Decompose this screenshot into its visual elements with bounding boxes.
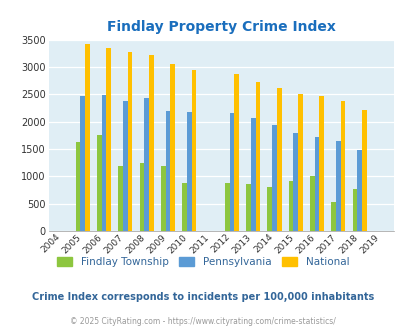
Bar bbox=[161, 166, 165, 231]
Bar bbox=[149, 55, 153, 231]
Bar bbox=[335, 141, 340, 231]
Bar bbox=[271, 125, 276, 231]
Bar bbox=[245, 184, 250, 231]
Text: © 2025 CityRating.com - https://www.cityrating.com/crime-statistics/: © 2025 CityRating.com - https://www.city… bbox=[70, 317, 335, 326]
Bar bbox=[144, 98, 149, 231]
Bar bbox=[76, 142, 80, 231]
Bar bbox=[139, 163, 144, 231]
Bar bbox=[330, 202, 335, 231]
Bar bbox=[267, 187, 271, 231]
Bar bbox=[118, 166, 123, 231]
Bar bbox=[123, 101, 128, 231]
Bar bbox=[165, 111, 170, 231]
Bar bbox=[80, 96, 85, 231]
Legend: Findlay Township, Pennsylvania, National: Findlay Township, Pennsylvania, National bbox=[56, 257, 349, 267]
Bar bbox=[361, 110, 366, 231]
Bar bbox=[352, 189, 356, 231]
Text: Crime Index corresponds to incidents per 100,000 inhabitants: Crime Index corresponds to incidents per… bbox=[32, 292, 373, 302]
Bar bbox=[170, 64, 175, 231]
Bar bbox=[97, 135, 102, 231]
Bar bbox=[297, 94, 302, 231]
Bar bbox=[128, 52, 132, 231]
Title: Findlay Property Crime Index: Findlay Property Crime Index bbox=[107, 20, 335, 34]
Bar bbox=[187, 112, 191, 231]
Bar bbox=[229, 114, 234, 231]
Bar bbox=[314, 137, 319, 231]
Bar bbox=[309, 176, 314, 231]
Bar bbox=[106, 48, 111, 231]
Bar bbox=[255, 82, 260, 231]
Bar bbox=[85, 44, 90, 231]
Bar bbox=[293, 133, 297, 231]
Bar bbox=[250, 118, 255, 231]
Bar bbox=[340, 101, 345, 231]
Bar bbox=[182, 183, 187, 231]
Bar bbox=[276, 88, 281, 231]
Bar bbox=[224, 183, 229, 231]
Bar bbox=[234, 74, 239, 231]
Bar bbox=[288, 181, 293, 231]
Bar bbox=[102, 95, 106, 231]
Bar bbox=[356, 149, 361, 231]
Bar bbox=[191, 70, 196, 231]
Bar bbox=[319, 96, 323, 231]
